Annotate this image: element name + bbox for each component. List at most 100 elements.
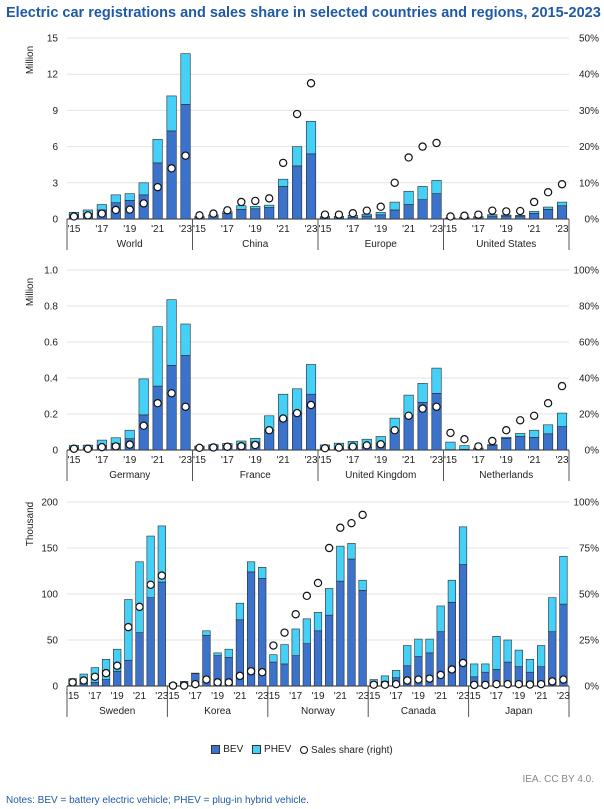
share-marker (124, 622, 133, 632)
group-label: Netherlands (479, 470, 533, 481)
bar-phev (529, 211, 540, 214)
bar-phev (431, 180, 442, 194)
share-marker (209, 443, 218, 452)
y2-tick-label: 50% (579, 590, 599, 601)
share-marker (278, 414, 288, 423)
x-tick-label: '15 (67, 455, 80, 466)
share-marker (347, 518, 356, 528)
legend-label-share: Sales share (right) (311, 744, 393, 756)
x-tick-label: '23 (356, 691, 369, 702)
group-france: '15 '17 '19 '21 '23 France (192, 364, 318, 481)
share-marker (195, 211, 204, 220)
share-marker (191, 679, 200, 689)
bar-bev (157, 581, 166, 687)
share-marker (125, 205, 134, 214)
bar-bev (358, 590, 367, 687)
x-tick-label: '15 (367, 691, 380, 702)
x-tick-label: '21 (528, 224, 541, 235)
y-tick-label: 12 (47, 70, 59, 81)
x-tick-label: '17 (88, 691, 101, 702)
bar-bev (556, 205, 568, 220)
bar-phev (436, 605, 445, 633)
bar-phev (358, 579, 367, 591)
share-marker (536, 679, 546, 689)
bar-bev (180, 104, 191, 220)
share-marker (514, 679, 524, 689)
x-tick-label: '19 (249, 224, 262, 235)
bar-phev (96, 204, 107, 211)
share-marker (336, 523, 345, 532)
share-marker (376, 440, 385, 449)
x-tick-label: '17 (390, 691, 403, 702)
y-tick-label: 3 (52, 178, 58, 189)
share-marker (515, 416, 525, 425)
share-marker (112, 661, 122, 670)
x-tick-label: '21 (434, 691, 447, 702)
x-tick-label: '19 (412, 691, 425, 702)
x-tick-label: '15 (267, 691, 280, 702)
y-tick-label: 0 (52, 682, 58, 693)
legend-item-share: Sales share (right) (300, 745, 393, 756)
x-tick-label: '21 (277, 224, 290, 235)
share-marker (525, 680, 535, 689)
share-marker (488, 206, 497, 215)
share-marker (548, 677, 557, 686)
share-marker (237, 442, 246, 451)
x-tick-label: '21 (133, 691, 146, 702)
x-tick-label: '19 (500, 224, 513, 235)
bar-phev (336, 545, 345, 582)
bar-phev (264, 204, 275, 208)
y2-tick-label: 20% (579, 410, 599, 421)
legend: BEV PHEV Sales share (right) (0, 744, 604, 757)
y2-tick-label: 75% (579, 544, 599, 555)
share-marker (223, 206, 232, 215)
x-tick-label: '17 (490, 691, 503, 702)
bar-phev (347, 543, 356, 560)
x-tick-label: '17 (346, 224, 359, 235)
bar-bev (403, 204, 414, 220)
bar-bev (559, 603, 568, 687)
bar-phev (236, 205, 247, 210)
bar-bev (431, 392, 442, 451)
legend-label-phev: PHEV (264, 744, 292, 755)
bar-phev (246, 561, 256, 573)
group-label: Japan (505, 706, 532, 717)
y2-tick-label: 50% (579, 34, 599, 45)
x-tick-label: '23 (305, 224, 318, 235)
y2-tick-label: 80% (579, 302, 599, 313)
share-marker (481, 680, 490, 690)
x-tick-label: '15 (444, 455, 457, 466)
share-marker (292, 109, 302, 119)
x-tick-label: '19 (249, 455, 262, 466)
x-tick-label: '23 (179, 224, 192, 235)
legend-label-bev: BEV (223, 744, 244, 755)
share-marker (79, 676, 88, 685)
bar-bev (269, 661, 278, 687)
group-norway: '15 '17 '19 '21 '23 Norway (267, 510, 370, 717)
x-tick-label: '23 (430, 455, 443, 466)
bar-bev (124, 659, 133, 687)
bar-phev (166, 95, 177, 132)
bar-phev (417, 383, 428, 403)
y-tick-label: 0 (52, 215, 58, 226)
bar-bev (113, 670, 122, 687)
share-marker (432, 402, 441, 411)
y-tick-label: 0.6 (44, 338, 58, 349)
y-tick-label: 150 (41, 544, 58, 555)
group-label: Korea (204, 706, 231, 717)
share-marker (369, 680, 378, 689)
x-tick-label: '21 (151, 224, 164, 235)
bar-bev (361, 215, 372, 220)
share-marker (153, 399, 162, 408)
share-marker (246, 667, 256, 676)
bar-phev (503, 639, 512, 663)
y2-tick-label: 60% (579, 338, 599, 349)
bar-phev (138, 182, 149, 196)
bar-bev (302, 643, 311, 687)
bar-phev (389, 201, 400, 211)
bar-bev (458, 564, 468, 687)
group-label: United Kingdom (345, 470, 416, 481)
group-korea: '15 '17 '19 '21 '23 Korea (166, 561, 269, 717)
x-tick-label: '21 (528, 455, 541, 466)
share-marker (376, 202, 385, 211)
